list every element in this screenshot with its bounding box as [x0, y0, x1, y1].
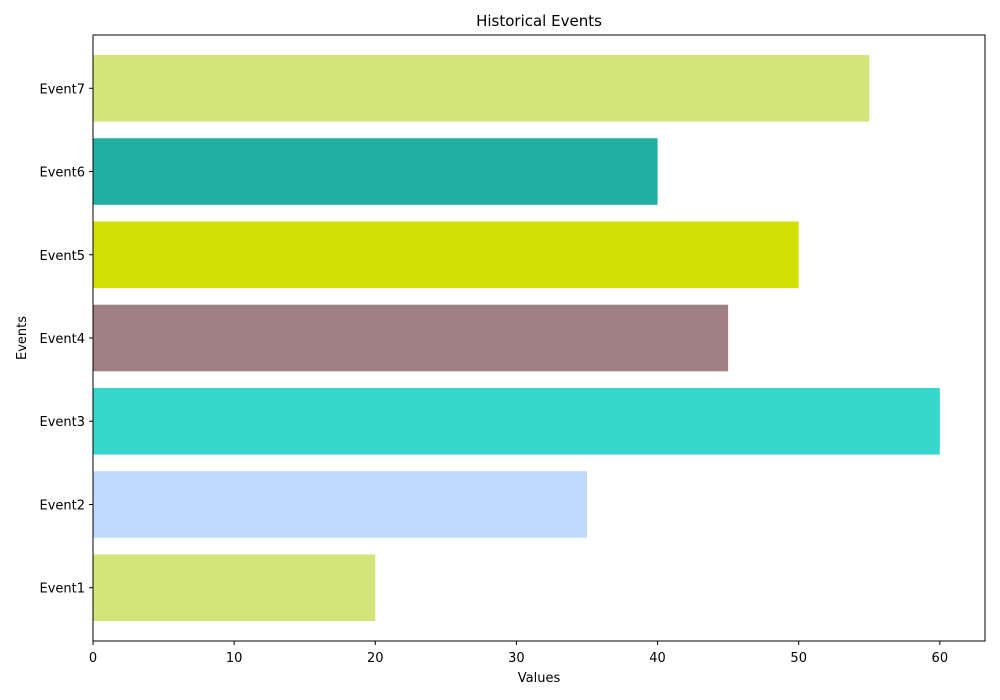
bar-event6 — [93, 138, 658, 205]
y-tick-label: Event2 — [39, 498, 85, 513]
bar-event3 — [93, 387, 940, 455]
bar-event4 — [93, 304, 729, 372]
y-tick-label: Event5 — [39, 249, 85, 264]
y-tick-label: Event6 — [39, 166, 85, 181]
bar-event5 — [93, 221, 799, 289]
x-tick-label: 30 — [508, 651, 525, 666]
y-axis-label: Events — [15, 316, 30, 360]
bar-event1 — [93, 554, 376, 622]
x-axis-label: Values — [518, 671, 561, 686]
bar-event2 — [93, 471, 587, 538]
y-tick-label: Event4 — [39, 332, 85, 347]
x-tick-label: 40 — [649, 651, 666, 666]
x-tick-label: 60 — [932, 651, 949, 666]
chart-title: Historical Events — [476, 12, 602, 30]
x-axis: 0 10 20 30 40 50 60 — [89, 641, 948, 666]
x-tick-label: 0 — [89, 651, 97, 666]
x-tick-label: 20 — [367, 651, 384, 666]
bars-layer — [93, 54, 940, 622]
x-tick-label: 50 — [790, 651, 807, 666]
y-axis: Event1 Event2 Event3 Event4 Event5 Event6 Even… — [39, 82, 93, 597]
x-tick-label: 10 — [226, 651, 243, 666]
y-tick-label: Event3 — [39, 415, 85, 430]
y-tick-label: Event7 — [39, 82, 85, 97]
bar-event7 — [93, 54, 870, 122]
y-tick-label: Event1 — [39, 582, 85, 597]
